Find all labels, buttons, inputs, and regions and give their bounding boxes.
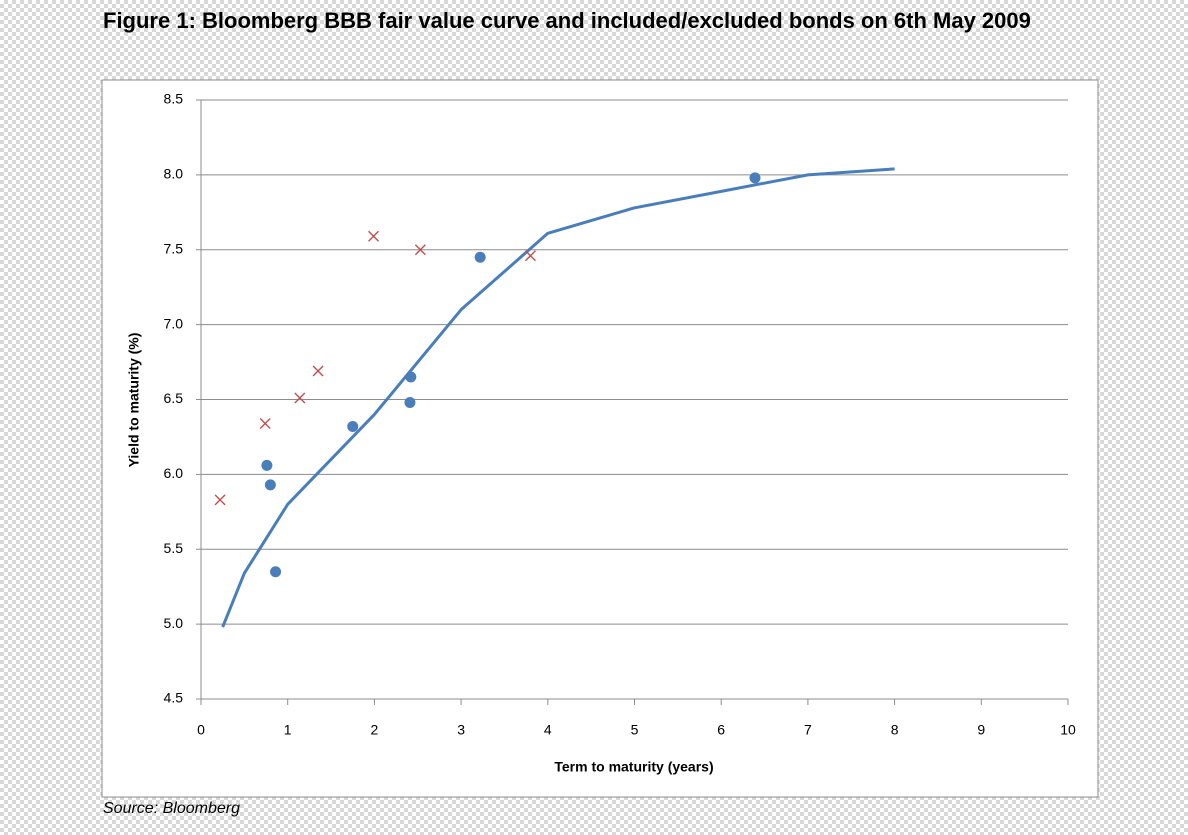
x-tick-label: 4 — [544, 722, 552, 738]
chart-title: Figure 1: Bloomberg BBB fair value curve… — [103, 8, 1031, 33]
fair-value-curve — [221, 167, 895, 628]
y-tick-label: 5.0 — [164, 615, 184, 631]
chart-frame — [101, 79, 1099, 798]
included-bond-point — [404, 396, 416, 408]
x-tick-label: 3 — [457, 722, 465, 738]
source-note: Source: Bloomberg — [103, 800, 240, 817]
excluded-bond-point — [368, 230, 380, 242]
excluded-bond-point — [312, 365, 324, 377]
chart: Term to maturity (years) Yield to maturi… — [101, 79, 1099, 798]
included-bond-point — [264, 479, 276, 491]
excluded-bond-point — [214, 494, 226, 506]
x-axis-title: Term to maturity (years) — [554, 759, 713, 775]
excluded-bond-point — [294, 392, 306, 404]
included-bond-point — [749, 172, 761, 184]
y-tick-label: 7.5 — [164, 240, 184, 256]
x-tick-label: 2 — [371, 722, 379, 738]
x-tick-label: 10 — [1060, 722, 1076, 738]
included-bond-point — [405, 371, 417, 383]
x-tick-label: 1 — [284, 722, 292, 738]
x-tick-label: 5 — [631, 722, 639, 738]
x-tick-label: 0 — [197, 722, 205, 738]
y-tick-label: 4.5 — [164, 690, 184, 706]
excluded-bond-point — [524, 250, 536, 262]
y-tick-label: 8.0 — [164, 166, 184, 182]
y-tick-label: 6.5 — [164, 390, 184, 406]
included-bond-point — [347, 420, 359, 432]
included-bond-point — [261, 459, 273, 471]
x-tick-label: 7 — [804, 722, 812, 738]
x-tick-label: 9 — [977, 722, 985, 738]
y-tick-label: 8.5 — [164, 91, 184, 107]
excluded-bond-point — [259, 417, 271, 429]
y-tick-label: 6.0 — [164, 465, 184, 481]
included-bond-point — [270, 566, 282, 578]
excluded-bond-point — [414, 244, 426, 256]
y-tick-label: 7.0 — [164, 315, 184, 331]
y-tick-label: 5.5 — [164, 540, 184, 556]
y-axis-title: Yield to maturity (%) — [126, 333, 142, 468]
x-tick-label: 8 — [891, 722, 899, 738]
x-tick-label: 6 — [717, 722, 725, 738]
included-bond-point — [474, 251, 486, 263]
